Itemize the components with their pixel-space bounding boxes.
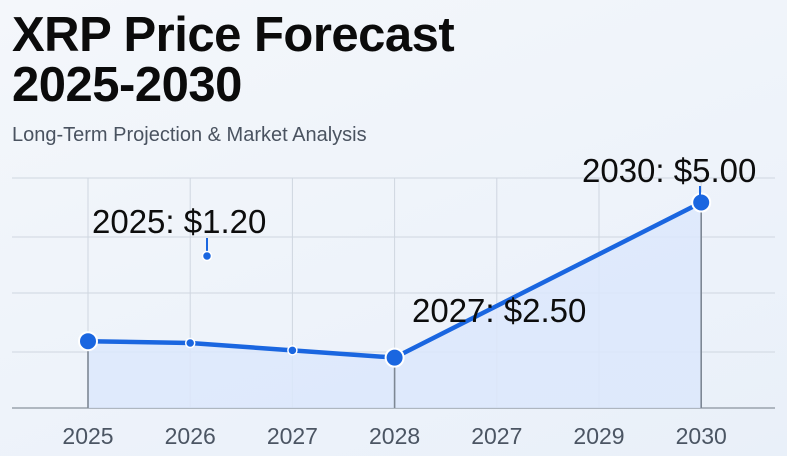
label-layer: 2025: $1.20 2027: $2.50 2030: $5.00	[92, 152, 756, 329]
area-layer	[88, 202, 702, 408]
data-point-2026	[184, 337, 196, 349]
data-point-2027	[287, 345, 298, 356]
x-tick-label-6: 2030	[676, 423, 727, 449]
data-point-2025-leader	[201, 250, 213, 262]
data-point-2030	[691, 192, 712, 213]
x-tick-label-5: 2029	[573, 423, 624, 449]
x-tick-label-2: 2027	[267, 423, 318, 449]
x-tick-label-4: 2027	[471, 423, 522, 449]
point-layer	[78, 186, 712, 368]
data-label-2030: 2030: $5.00	[582, 152, 756, 189]
x-tick-label-0: 2025	[62, 423, 113, 449]
title-line-1: XRP Price Forecast	[12, 8, 455, 62]
page-title: XRP Price Forecast 2025-2030	[12, 8, 455, 112]
data-label-2028: 2027: $2.50	[412, 292, 586, 329]
title-line-2: 2025-2030	[12, 58, 242, 112]
data-label-2025: 2025: $1.20	[92, 203, 266, 240]
page-subtitle: Long-Term Projection & Market Analysis	[12, 124, 367, 146]
data-point-2028	[384, 347, 405, 368]
x-tick-label-1: 2026	[165, 423, 216, 449]
series-area	[88, 202, 702, 408]
x-tick-label-3: 2028	[369, 423, 420, 449]
data-point-2025	[78, 331, 98, 352]
tick-layer: 2025 2026 2027 2028 2027 2029 2030	[62, 423, 726, 449]
